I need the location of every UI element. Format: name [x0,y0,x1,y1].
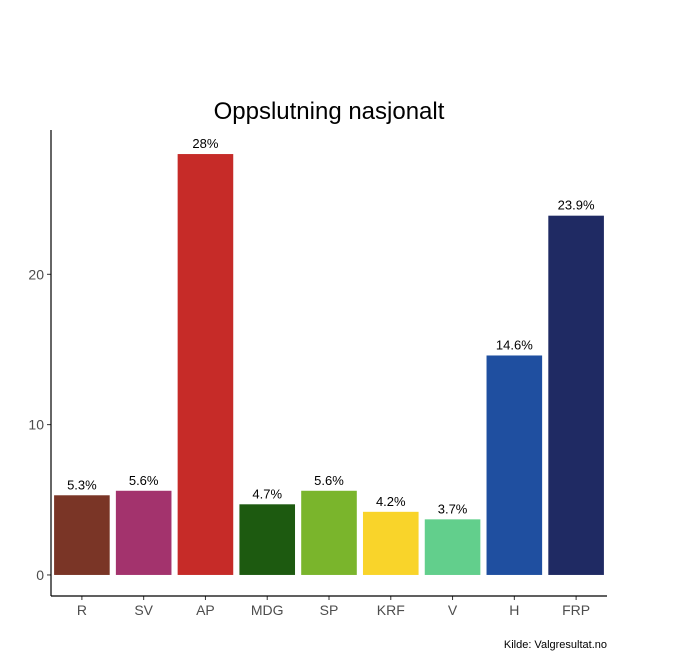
bar-ap [177,154,234,575]
data-label-mdg: 4.7% [252,486,282,501]
x-tick-label-sv: SV [134,602,153,618]
x-tick-label-mdg: MDG [251,602,284,618]
data-label-v: 3.7% [438,501,468,516]
x-tick-label-v: V [448,602,458,618]
data-label-r: 5.3% [67,477,97,492]
bar-v [424,519,481,575]
x-tick-label-sp: SP [320,602,339,618]
bar-frp [548,215,604,575]
bar-krf [362,511,419,575]
x-tick-label-ap: AP [196,602,215,618]
data-labels-group: 5.3% 5.6% 28% 4.7% 5.6% 4.2% 3.7% 14.6% 23.9% [67,136,595,516]
x-tick-label-frp: FRP [562,602,590,618]
x-tick-label-h: H [509,602,519,618]
y-tick-label-10: 10 [28,417,44,433]
bar-h [486,355,543,575]
data-label-sv: 5.6% [129,473,159,488]
bar-sp [301,490,357,575]
y-tick-label-0: 0 [36,567,44,583]
y-tick-label-20: 20 [28,266,44,282]
data-label-frp: 23.9% [558,198,595,213]
data-label-sp: 5.6% [314,473,344,488]
x-axis: R SV AP MDG SP KRF V H FRP [77,596,590,618]
data-label-ap: 28% [192,136,218,151]
data-label-krf: 4.2% [376,494,406,509]
x-tick-label-r: R [77,602,87,618]
data-label-h: 14.6% [496,337,533,352]
bar-sv [115,490,172,575]
y-axis: 0 10 20 [28,266,51,583]
source-caption: Kilde: Valgresultat.no [504,639,607,651]
x-tick-label-krf: KRF [377,602,405,618]
bars-group [54,154,604,575]
bar-mdg [239,504,296,575]
bar-r [54,495,110,575]
chart-title: Oppslutning nasjonalt [214,98,445,125]
